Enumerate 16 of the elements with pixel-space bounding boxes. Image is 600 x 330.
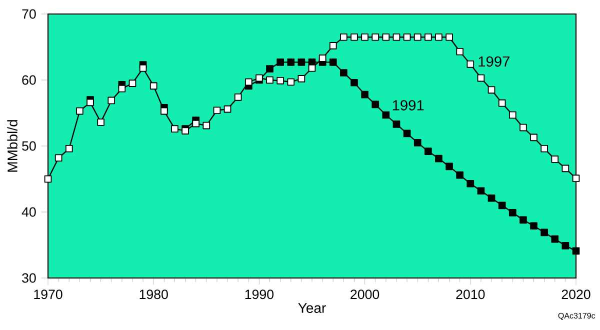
x-tick-label: 1990 [245,290,274,300]
y-tick-label: 60 [22,75,36,85]
y-tick-label: 70 [22,9,36,19]
x-tick-label: 2010 [456,290,485,300]
y-tick-label: 50 [22,141,36,151]
series-label: 1997 [478,56,510,67]
x-tick-label: 1970 [34,290,62,300]
x-tick-label: 2020 [562,290,590,300]
y-tick-label: 30 [22,273,36,283]
x-tick-label: 2000 [350,290,380,300]
y-axis-title: MMbbl/d [7,120,18,172]
x-axis-title: Year [298,303,326,313]
y-tick-label: 40 [22,207,36,217]
text: QAc3179c [558,312,596,320]
series-label: 1991 [392,100,424,110]
x-tick-label: 1980 [140,290,168,300]
